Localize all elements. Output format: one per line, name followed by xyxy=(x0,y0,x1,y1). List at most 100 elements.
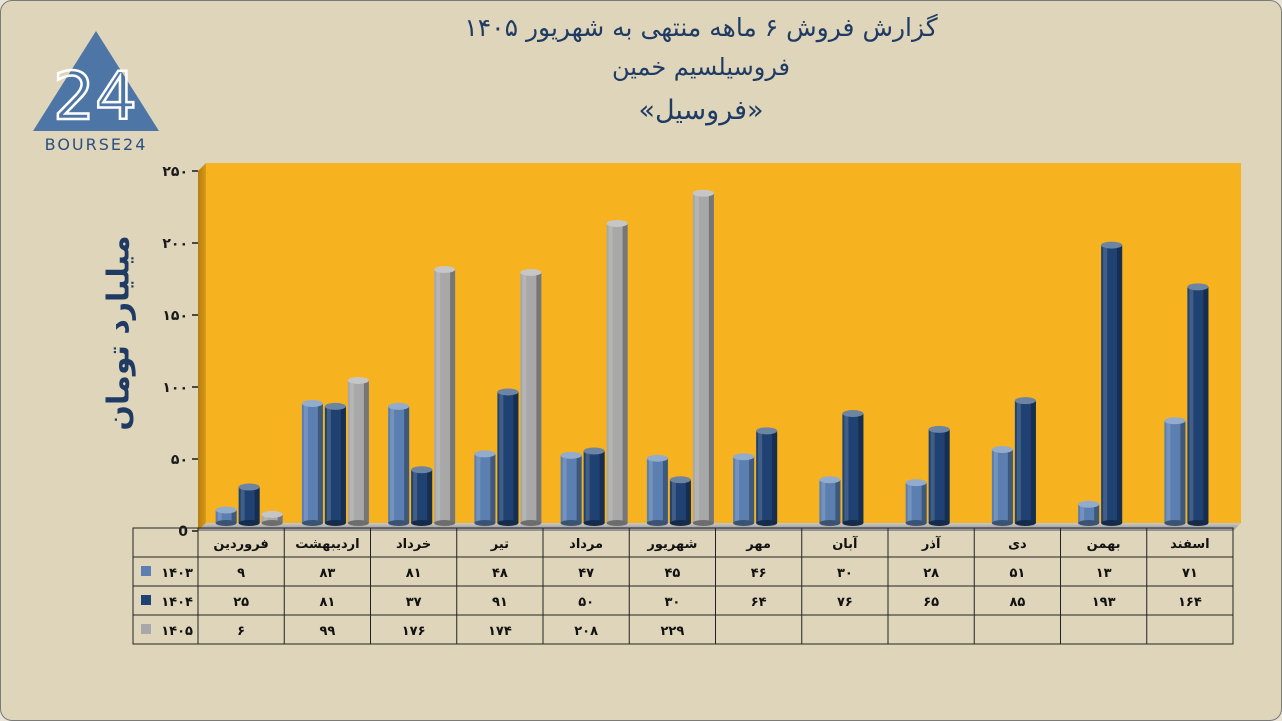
bar-base xyxy=(347,520,369,526)
bar xyxy=(560,451,582,526)
bar-cap xyxy=(583,447,605,455)
bar-highlight xyxy=(436,269,441,523)
bar-base xyxy=(1164,520,1186,526)
y-tick-label: ۵۰ xyxy=(171,452,188,468)
bar-base xyxy=(1101,520,1123,526)
bar-cap xyxy=(1014,397,1036,405)
bar xyxy=(261,510,283,526)
data-label: ۱۳ xyxy=(1096,566,1112,581)
bar-shade xyxy=(835,479,841,523)
bar-highlight xyxy=(1080,504,1085,523)
bar-shade xyxy=(1094,504,1100,523)
bar xyxy=(215,506,237,526)
data-label: ۴۷ xyxy=(578,566,594,581)
plot-floor xyxy=(198,523,1241,531)
bar-cap xyxy=(842,410,864,418)
bar-shade xyxy=(427,469,433,523)
legend-swatch xyxy=(141,624,151,634)
bar xyxy=(606,219,628,526)
bar xyxy=(733,453,755,526)
bar-highlight xyxy=(263,514,268,523)
x-tick-label: اردیبهشت xyxy=(295,537,359,552)
data-label: ۲۲۹ xyxy=(660,624,684,639)
bar-cap xyxy=(560,451,582,459)
bar-shade xyxy=(317,403,323,523)
data-label: ۸۵ xyxy=(1009,595,1025,610)
bar-cap xyxy=(606,219,628,227)
bar-shade xyxy=(685,479,691,523)
bar-cap xyxy=(301,399,323,407)
bar-cap xyxy=(520,268,542,276)
bar-shade xyxy=(749,456,755,523)
data-label: ۱۶۴ xyxy=(1178,595,1202,610)
bar-shade xyxy=(1007,449,1013,523)
bar-base xyxy=(928,520,950,526)
bar-highlight xyxy=(217,510,222,523)
bar-shade xyxy=(576,455,582,523)
data-label: ۷۱ xyxy=(1182,566,1198,581)
bar-cap xyxy=(388,402,410,410)
bar-base xyxy=(388,520,410,526)
bar xyxy=(756,427,778,526)
bar-highlight xyxy=(844,413,849,523)
bar-base xyxy=(324,520,346,526)
bar-highlight xyxy=(476,453,481,523)
data-label: ۳۷ xyxy=(406,595,422,610)
bar-shade xyxy=(490,453,496,523)
bar-highlight xyxy=(821,479,826,523)
bar-shade xyxy=(231,510,237,523)
bar-shade xyxy=(450,269,456,523)
x-tick-label: بهمن xyxy=(1087,537,1121,552)
data-label: ۷۶ xyxy=(837,595,853,610)
data-label: ۲۰۸ xyxy=(574,624,598,639)
y-tick-label: ۱۰۰ xyxy=(162,380,188,396)
x-tick-label: دی xyxy=(1008,537,1027,552)
logo-mark: 24 xyxy=(53,58,137,135)
bar-base xyxy=(669,520,691,526)
bar xyxy=(583,447,605,526)
bar-shade xyxy=(1030,400,1036,523)
bar-cap xyxy=(928,425,950,433)
bar-highlight xyxy=(522,272,527,523)
bar xyxy=(434,266,456,526)
bar xyxy=(905,479,927,526)
bar-base xyxy=(301,520,323,526)
x-tick-label: فروردین xyxy=(213,537,268,552)
bar-base xyxy=(434,520,456,526)
x-tick-label: آذر xyxy=(921,535,941,552)
bar-shade xyxy=(340,406,346,523)
data-label: ۳۰ xyxy=(664,595,680,610)
plot-side-wall xyxy=(198,163,206,531)
bar-highlight xyxy=(907,482,912,523)
bar-base xyxy=(991,520,1013,526)
bar-highlight xyxy=(671,479,676,523)
bar-base xyxy=(819,520,841,526)
bar-base xyxy=(497,520,519,526)
bar-shade xyxy=(622,223,628,524)
bar-cap xyxy=(1187,283,1209,291)
data-label: ۱۹۳ xyxy=(1092,595,1116,610)
bar-highlight xyxy=(694,193,699,524)
plot-background xyxy=(206,163,1241,523)
bar xyxy=(842,410,864,526)
bar-shade xyxy=(944,429,950,523)
bar-shade xyxy=(513,391,519,523)
triangle-logo-icon: 24 BOURSE24 xyxy=(33,31,159,154)
bar-cap xyxy=(261,510,283,518)
bar-base xyxy=(238,520,260,526)
data-label: ۳۰ xyxy=(837,566,853,581)
bar-base xyxy=(520,520,542,526)
bar-cap xyxy=(474,450,496,458)
bar-base xyxy=(474,520,496,526)
bar xyxy=(324,402,346,526)
data-label: ۲۸ xyxy=(923,566,939,581)
data-label: ۸۱ xyxy=(319,595,335,610)
data-label: ۱۷۶ xyxy=(402,624,426,639)
chart-title: گزارش فروش ۶ ماهه منتهی به شهریور ۱۴۰۵ xyxy=(464,13,938,42)
bar-shade xyxy=(772,430,778,523)
bar-shade xyxy=(1203,286,1209,523)
bar-base xyxy=(261,520,283,526)
bar-shade xyxy=(662,458,668,523)
bar-shade xyxy=(254,487,260,523)
bar xyxy=(474,450,496,526)
